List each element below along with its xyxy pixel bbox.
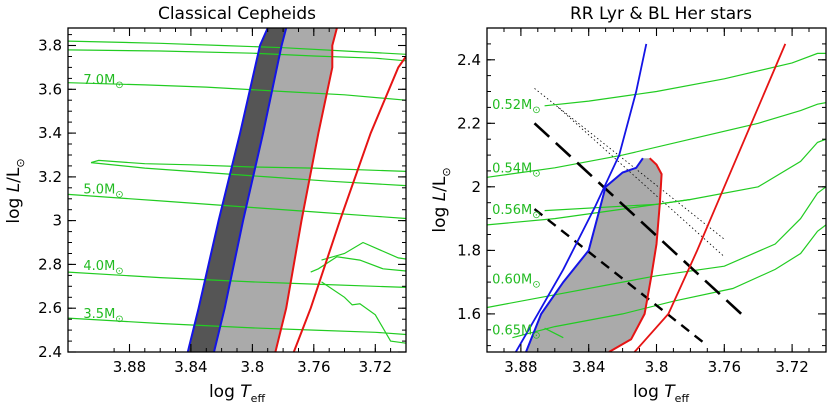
plot-area (68, 28, 406, 352)
x-tick-label: 3.72 (775, 358, 808, 376)
x-tick-label: 3.84 (174, 358, 207, 376)
short-dashed-line (533, 208, 709, 347)
evolutionary-track (512, 224, 826, 339)
mass-label: 0.54M⊙ (492, 162, 541, 180)
mass-label-unit: ⊙ (115, 266, 123, 277)
x-tick-label: 3.88 (113, 358, 146, 376)
y-tick-label: 2.4 (457, 51, 481, 69)
y-tick-label: 3.4 (38, 124, 62, 142)
mass-label-value: 0.60M (492, 273, 532, 288)
mass-label-value: 5.0M (83, 182, 115, 197)
y-tick-label: 2.2 (457, 114, 481, 132)
mass-label-unit: ⊙ (115, 314, 123, 325)
evolutionary-track (544, 327, 564, 339)
mass-label-value: 4.0M (83, 259, 115, 274)
long-dashed-line (533, 122, 743, 315)
y-tick-label: 1.8 (457, 241, 481, 259)
mass-label-unit: ⊙ (532, 210, 540, 221)
mass-label-unit: ⊙ (115, 189, 123, 200)
y-tick-label: 3.8 (38, 37, 62, 55)
mass-label-value: 0.65M (492, 324, 532, 339)
blue-edge-line (515, 43, 648, 352)
y-tick-label: 3 (52, 212, 62, 230)
instability-strip-region (526, 158, 662, 352)
instability-strip-region (214, 28, 337, 352)
mass-label-value: 0.52M (492, 98, 532, 113)
mass-label-value: 7.0M (83, 73, 115, 88)
x-tick-label: 3.76 (297, 358, 330, 376)
mass-label-value: 3.5M (83, 307, 115, 322)
evolutionary-track (68, 271, 406, 288)
y-tick-label: 2 (471, 178, 481, 196)
blue-edge-line (186, 28, 269, 352)
mass-label: 3.5M⊙ (83, 307, 123, 325)
x-tick-label: 3.8 (240, 358, 264, 376)
evolutionary-track (68, 49, 406, 62)
y-tick-label: 1.6 (457, 305, 481, 323)
red-edge-line (633, 43, 787, 352)
evolutionary-track (310, 256, 406, 273)
mass-label-value: 0.54M (492, 162, 532, 177)
instability-strip-dark-region (187, 28, 287, 352)
mass-label: 0.52M⊙ (492, 98, 541, 116)
dotted-line (557, 107, 725, 257)
evolutionary-track (487, 186, 826, 309)
x-axis-label: log Teff (633, 382, 689, 405)
x-tick-label: 3.88 (504, 358, 537, 376)
mass-label: 7.0M⊙ (83, 73, 123, 91)
blue-edge-line (525, 157, 644, 352)
evolutionary-track (321, 241, 406, 261)
y-tick-label: 3.6 (38, 80, 62, 98)
evolutionary-track (487, 102, 826, 178)
evolutionary-track (321, 281, 406, 344)
mass-label-unit: ⊙ (532, 169, 540, 180)
mass-label: 0.60M⊙ (492, 273, 541, 291)
evolutionary-track (90, 162, 406, 187)
y-tick-label: 3.2 (38, 168, 62, 186)
red-edge-line (608, 157, 663, 352)
x-tick-label: 3.76 (708, 358, 741, 376)
evolutionary-track (68, 193, 406, 220)
y-tick-label: 2.4 (38, 343, 62, 361)
x-tick-label: 3.84 (572, 358, 605, 376)
x-axis-label: log Teff (209, 382, 265, 405)
mass-label: 0.65M⊙ (492, 324, 541, 342)
mass-label-unit: ⊙ (532, 280, 540, 291)
blue-edge-line (213, 28, 288, 352)
evolutionary-track (90, 159, 406, 172)
y-axis-label: log L/L⊙ (4, 158, 27, 223)
dotted-line (534, 88, 725, 240)
chart-title: Classical Cepheids (158, 4, 316, 24)
red-edge-line (292, 55, 406, 352)
evolutionary-track (68, 40, 406, 55)
panel-rr-lyr-bl-her: RR Lyr & BL Her stars log Teff log L/L⊙ … (430, 4, 827, 405)
evolutionary-track (544, 52, 826, 107)
evolutionary-track (68, 82, 406, 101)
panel-classical-cepheids: Classical Cepheids log Teff log L/L⊙ 7.0… (4, 4, 407, 405)
mass-label: 4.0M⊙ (83, 259, 123, 277)
evolutionary-track (68, 317, 406, 336)
mass-label-unit: ⊙ (532, 331, 540, 342)
plot-area (487, 43, 826, 352)
mass-label-value: 0.56M (492, 203, 532, 218)
y-axis-label: log L/L⊙ (430, 167, 453, 232)
y-tick-label: 2.8 (38, 255, 62, 273)
x-tick-label: 3.72 (359, 358, 392, 376)
y-tick-label: 2.6 (38, 299, 62, 317)
mass-label-unit: ⊙ (115, 80, 123, 91)
mass-label-unit: ⊙ (532, 105, 540, 116)
mass-label: 5.0M⊙ (83, 182, 123, 200)
evolutionary-track (544, 198, 691, 212)
mass-label: 0.56M⊙ (492, 203, 541, 221)
x-tick-label: 3.8 (645, 358, 669, 376)
evolutionary-track (487, 138, 826, 226)
chart-title: RR Lyr & BL Her stars (570, 4, 752, 24)
red-edge-line (274, 28, 338, 352)
